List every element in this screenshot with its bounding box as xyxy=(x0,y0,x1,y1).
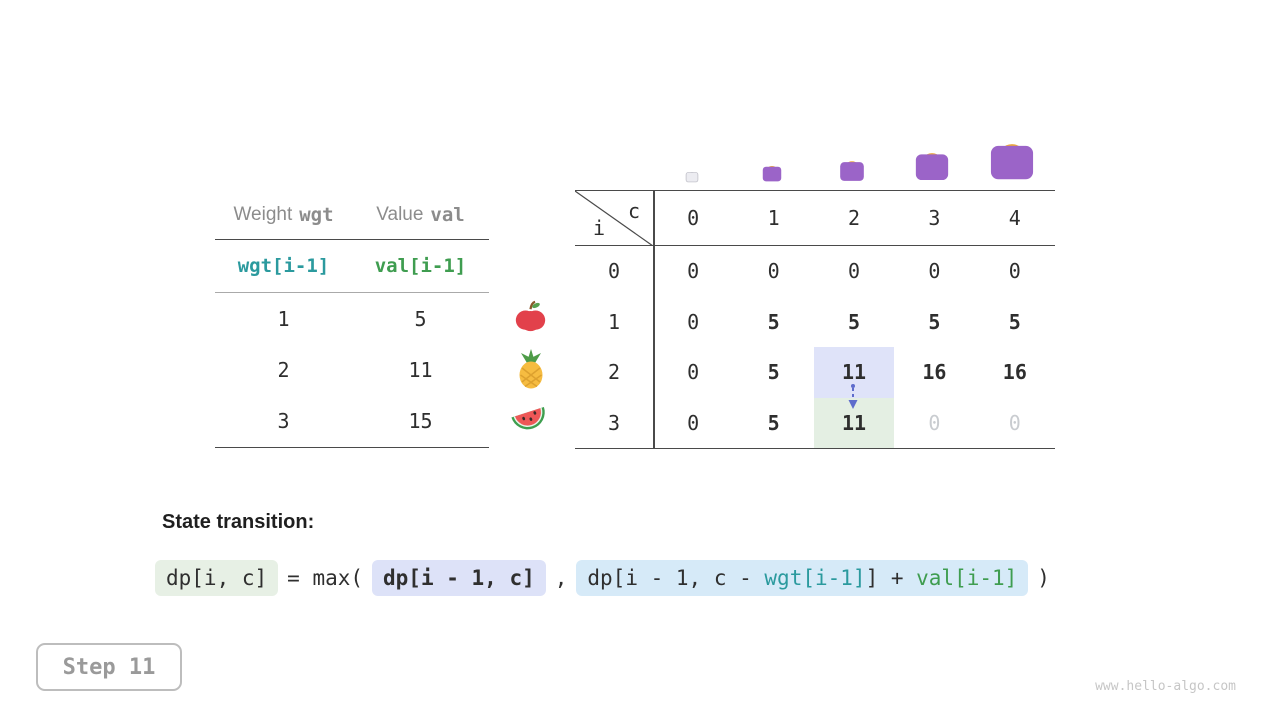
col-header-2: 2 xyxy=(847,206,861,230)
formula-equals-max: = max( xyxy=(287,566,364,590)
formula-close-paren: ) xyxy=(1037,566,1050,590)
item-1-value: 5 xyxy=(414,306,427,331)
dp-cell-0-0: 0 xyxy=(687,259,700,284)
row-label-3: 3 xyxy=(607,410,621,435)
bag-icon-capacity-4 xyxy=(990,144,1034,180)
dp-cell-0-4: 0 xyxy=(1008,259,1021,284)
dp-cell-3-1: 5 xyxy=(767,410,780,435)
dp-corner-cell: c i xyxy=(575,191,653,246)
formula-lhs: dp[i, c] xyxy=(155,560,279,596)
dp-row-2: 2 0 5 11 16 16 xyxy=(575,347,1055,398)
val-variable: val[i-1] xyxy=(374,255,467,277)
row-label-0: 0 xyxy=(607,259,621,284)
dp-cell-2-2-source-highlight: 11 xyxy=(813,347,895,398)
items-table-variable-row: wgt[i-1] val[i-1] xyxy=(215,240,489,293)
dp-cell-2-1: 5 xyxy=(767,360,780,385)
dp-table: c i 0 1 2 3 4 0 0 0 0 0 0 1 0 5 5 5 5 2 … xyxy=(575,190,1055,449)
dp-cell-1-3: 5 xyxy=(928,309,941,334)
items-table-header: Weight wgt Value val xyxy=(215,190,489,240)
dp-cell-1-0: 0 xyxy=(687,309,700,334)
transition-arrow-icon xyxy=(848,384,858,409)
dp-table-vertical-rule xyxy=(653,191,655,448)
dp-cell-3-0: 0 xyxy=(687,410,700,435)
item-2-value: 11 xyxy=(408,357,433,382)
col-header-3: 3 xyxy=(928,206,941,230)
formula-comma: , xyxy=(554,566,568,590)
dp-table-header: c i 0 1 2 3 4 xyxy=(575,191,1055,246)
col-header-1: 1 xyxy=(767,206,780,230)
item-row-2: 2 11 xyxy=(215,344,489,395)
item-row-1: 1 5 xyxy=(215,293,489,344)
dp-cell-2-4: 16 xyxy=(1002,360,1027,385)
bag-icon-capacity-2 xyxy=(840,161,864,181)
bag-icon-capacity-1 xyxy=(762,166,782,182)
dp-cell-2-0: 0 xyxy=(687,360,700,385)
item-1-weight: 1 xyxy=(277,306,290,331)
weight-column-header: Weight wgt xyxy=(215,190,352,239)
items-table: Weight wgt Value val wgt[i-1] val[i-1] 1… xyxy=(215,190,489,448)
dp-cell-1-2: 5 xyxy=(847,309,861,334)
wgt-variable: wgt[i-1] xyxy=(237,255,330,277)
corner-diagonal-line xyxy=(575,191,653,246)
item-3-weight: 3 xyxy=(277,409,290,434)
dp-cell-0-1: 0 xyxy=(767,259,780,284)
dp-row-3: 3 0 5 11 0 0 xyxy=(575,397,1055,448)
weight-header-label: Weight xyxy=(233,203,293,225)
bag-icon-capacity-0 xyxy=(685,172,699,183)
pineapple-icon xyxy=(514,348,548,390)
apple-icon xyxy=(514,299,547,334)
bag-icon-capacity-3 xyxy=(915,153,949,180)
formula-arg2-prefix: dp[i - 1, c - xyxy=(587,566,765,590)
state-transition-label: State transition: xyxy=(162,511,315,533)
item-3-value: 15 xyxy=(408,409,433,434)
dp-cell-2-3: 16 xyxy=(922,360,947,385)
corner-row-var: i xyxy=(593,216,606,240)
dp-cell-1-4: 5 xyxy=(1008,309,1021,334)
step-indicator: Step 11 xyxy=(36,643,182,691)
dp-row-1: 1 0 5 5 5 5 xyxy=(575,297,1055,348)
dp-cell-3-3: 0 xyxy=(928,410,941,435)
corner-col-var: c xyxy=(627,199,640,223)
formula-arg1: dp[i - 1, c] xyxy=(372,560,546,596)
col-header-0: 0 xyxy=(687,206,700,230)
item-2-weight: 2 xyxy=(277,357,290,382)
weight-header-code: wgt xyxy=(299,203,334,226)
watermelon-icon xyxy=(507,399,553,440)
item-row-3: 3 15 xyxy=(215,396,489,447)
watermark: www.hello-algo.com xyxy=(1095,679,1236,694)
value-header-code: val xyxy=(430,203,465,226)
dp-cell-3-4: 0 xyxy=(1008,410,1021,435)
row-label-1: 1 xyxy=(607,309,621,334)
dp-cell-0-3: 0 xyxy=(928,259,941,284)
dp-cell-1-1: 5 xyxy=(767,309,780,334)
value-column-header: Value val xyxy=(352,190,489,239)
dp-row-0: 0 0 0 0 0 0 xyxy=(575,246,1055,297)
col-header-4: 4 xyxy=(1008,206,1021,230)
formula-arg2-mid: ] + xyxy=(865,566,917,590)
row-label-2: 2 xyxy=(607,360,621,385)
formula-arg2-wgt: wgt[i-1] xyxy=(764,566,866,590)
formula-arg2-val: val[i-1] xyxy=(916,566,1018,590)
dp-cell-0-2: 0 xyxy=(847,259,861,284)
value-header-label: Value xyxy=(376,203,424,225)
state-transition-formula: dp[i, c] = max( dp[i - 1, c] , dp[i - 1,… xyxy=(155,560,1059,596)
formula-arg2: dp[i - 1, c - wgt[i-1]] + val[i-1] xyxy=(576,560,1029,596)
